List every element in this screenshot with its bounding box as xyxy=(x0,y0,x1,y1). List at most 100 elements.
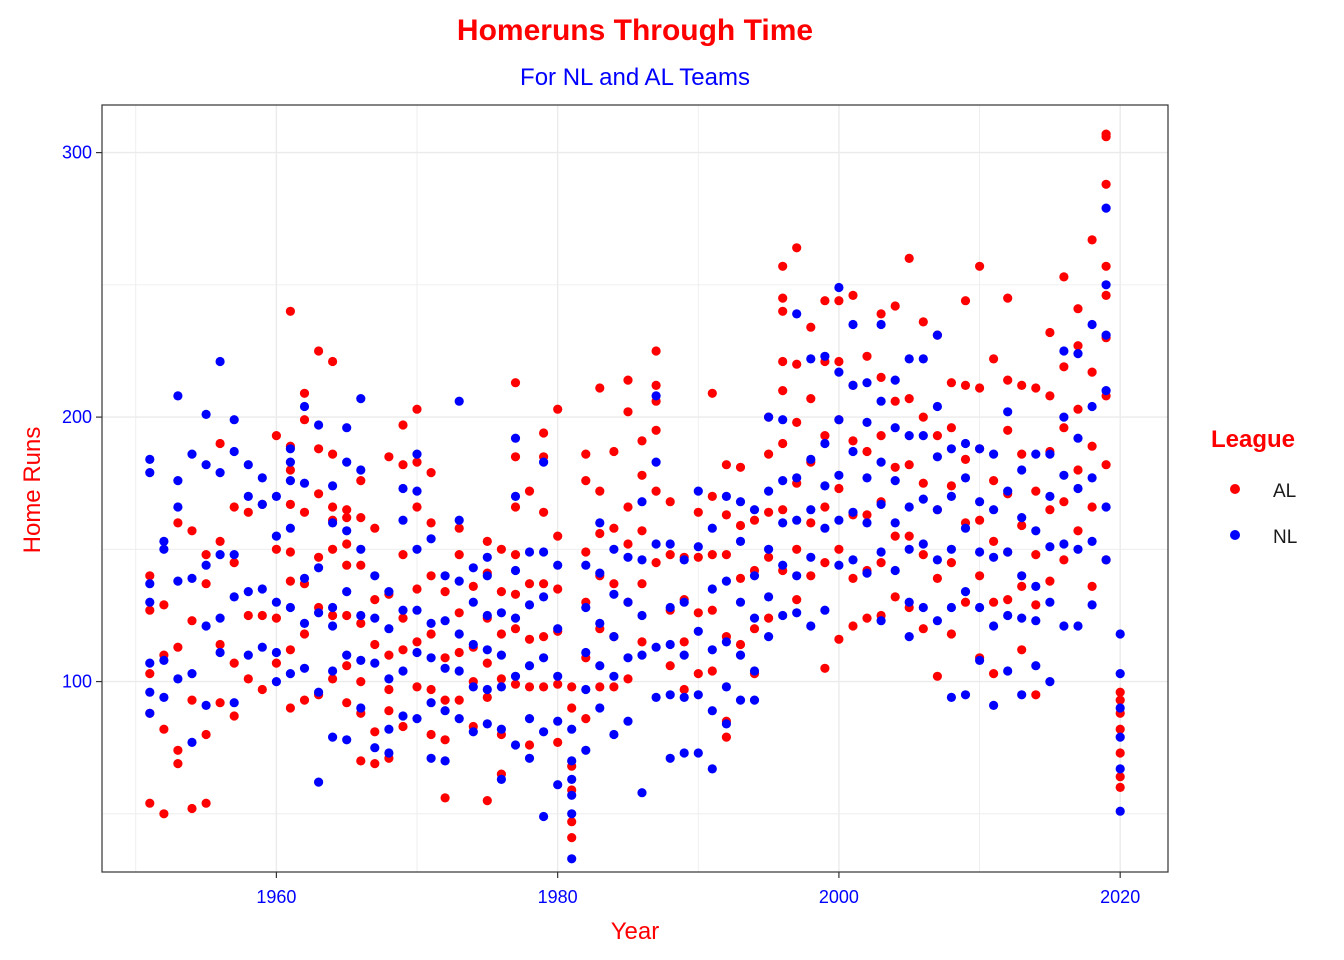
data-point-nl xyxy=(834,415,844,425)
data-point-al xyxy=(553,737,563,748)
data-point-al xyxy=(820,502,830,512)
data-point-nl xyxy=(384,587,394,597)
data-point-nl xyxy=(285,602,295,613)
data-point-al xyxy=(806,394,816,404)
data-point-nl xyxy=(862,417,872,427)
x-tick-label: 1960 xyxy=(256,887,296,907)
data-point-al xyxy=(876,372,886,382)
data-point-nl xyxy=(1003,610,1013,621)
data-point-al xyxy=(876,309,886,319)
data-point-al xyxy=(524,634,535,644)
data-point-nl xyxy=(496,724,506,734)
data-point-al xyxy=(651,380,661,390)
data-point-nl xyxy=(665,639,675,650)
data-point-al xyxy=(651,346,661,356)
data-point-nl xyxy=(651,457,661,467)
data-point-nl xyxy=(271,531,281,541)
data-point-nl xyxy=(679,692,689,703)
data-point-nl xyxy=(356,465,366,475)
data-point-al xyxy=(440,695,450,705)
data-point-al xyxy=(539,428,549,438)
data-point-al xyxy=(1073,341,1083,351)
data-point-nl xyxy=(370,743,380,753)
data-point-nl xyxy=(778,415,788,425)
data-point-nl xyxy=(721,637,732,647)
data-point-nl xyxy=(229,550,239,560)
data-point-al xyxy=(314,552,324,562)
data-point-al xyxy=(201,550,211,560)
data-point-nl xyxy=(285,457,295,467)
data-point-nl xyxy=(1073,621,1083,631)
data-point-nl xyxy=(918,539,928,549)
data-point-nl xyxy=(749,505,760,515)
data-point-nl xyxy=(342,587,352,597)
data-point-al xyxy=(1073,404,1083,414)
data-point-nl xyxy=(637,555,647,565)
data-point-nl xyxy=(820,438,830,449)
data-point-nl xyxy=(848,319,858,330)
data-point-nl xyxy=(960,473,971,483)
data-point-al xyxy=(243,507,253,517)
data-point-nl xyxy=(820,481,830,491)
data-point-nl xyxy=(553,671,563,681)
data-point-al xyxy=(693,608,703,618)
data-point-nl xyxy=(285,444,295,454)
data-point-nl xyxy=(567,790,577,800)
data-point-nl xyxy=(749,613,760,623)
data-point-nl xyxy=(975,602,985,613)
data-point-nl xyxy=(299,663,310,673)
data-point-al xyxy=(243,610,253,621)
data-point-al xyxy=(496,587,506,597)
data-point-nl xyxy=(229,592,239,602)
data-point-nl xyxy=(257,584,267,594)
data-point-nl xyxy=(1045,597,1055,607)
data-point-al xyxy=(454,523,464,533)
data-point-nl xyxy=(440,571,450,581)
data-point-al xyxy=(707,550,717,560)
data-point-nl xyxy=(932,401,943,412)
data-point-al xyxy=(679,684,689,695)
data-point-al xyxy=(806,571,816,581)
data-point-nl xyxy=(806,552,816,562)
data-point-nl xyxy=(862,473,872,483)
legend-label-nl: NL xyxy=(1273,527,1297,548)
data-point-nl xyxy=(679,555,689,565)
data-point-al xyxy=(398,645,408,655)
data-point-nl xyxy=(918,354,928,364)
data-point-nl xyxy=(468,639,478,650)
data-point-nl xyxy=(918,494,928,504)
y-tick-label: 300 xyxy=(62,143,92,163)
data-point-al xyxy=(1115,695,1125,705)
data-point-nl xyxy=(342,457,352,467)
data-point-nl xyxy=(721,491,732,501)
data-point-al xyxy=(524,740,535,750)
data-point-al xyxy=(187,526,197,536)
data-point-al xyxy=(651,486,661,496)
data-point-al xyxy=(1101,179,1111,189)
data-point-nl xyxy=(946,544,957,554)
data-point-nl xyxy=(398,483,408,494)
data-point-al xyxy=(426,518,436,528)
data-point-al xyxy=(890,301,900,311)
data-point-nl xyxy=(314,777,324,787)
data-point-nl xyxy=(159,536,169,547)
data-point-nl xyxy=(482,719,492,729)
data-point-al xyxy=(1003,595,1013,605)
data-point-al xyxy=(890,531,900,541)
data-point-al xyxy=(482,692,492,703)
data-point-nl xyxy=(159,544,169,554)
data-point-nl xyxy=(1087,319,1097,330)
data-point-al xyxy=(510,550,521,560)
data-point-al xyxy=(510,502,521,512)
data-point-al xyxy=(1087,502,1097,512)
data-point-nl xyxy=(1115,732,1125,742)
data-point-al xyxy=(342,513,352,523)
data-point-nl xyxy=(539,727,549,737)
data-point-al xyxy=(229,711,239,721)
data-point-nl xyxy=(609,589,619,599)
data-point-al xyxy=(412,682,422,692)
data-point-al xyxy=(693,507,703,517)
data-point-nl xyxy=(299,478,310,488)
data-point-al xyxy=(960,454,971,464)
data-point-al xyxy=(539,632,549,642)
